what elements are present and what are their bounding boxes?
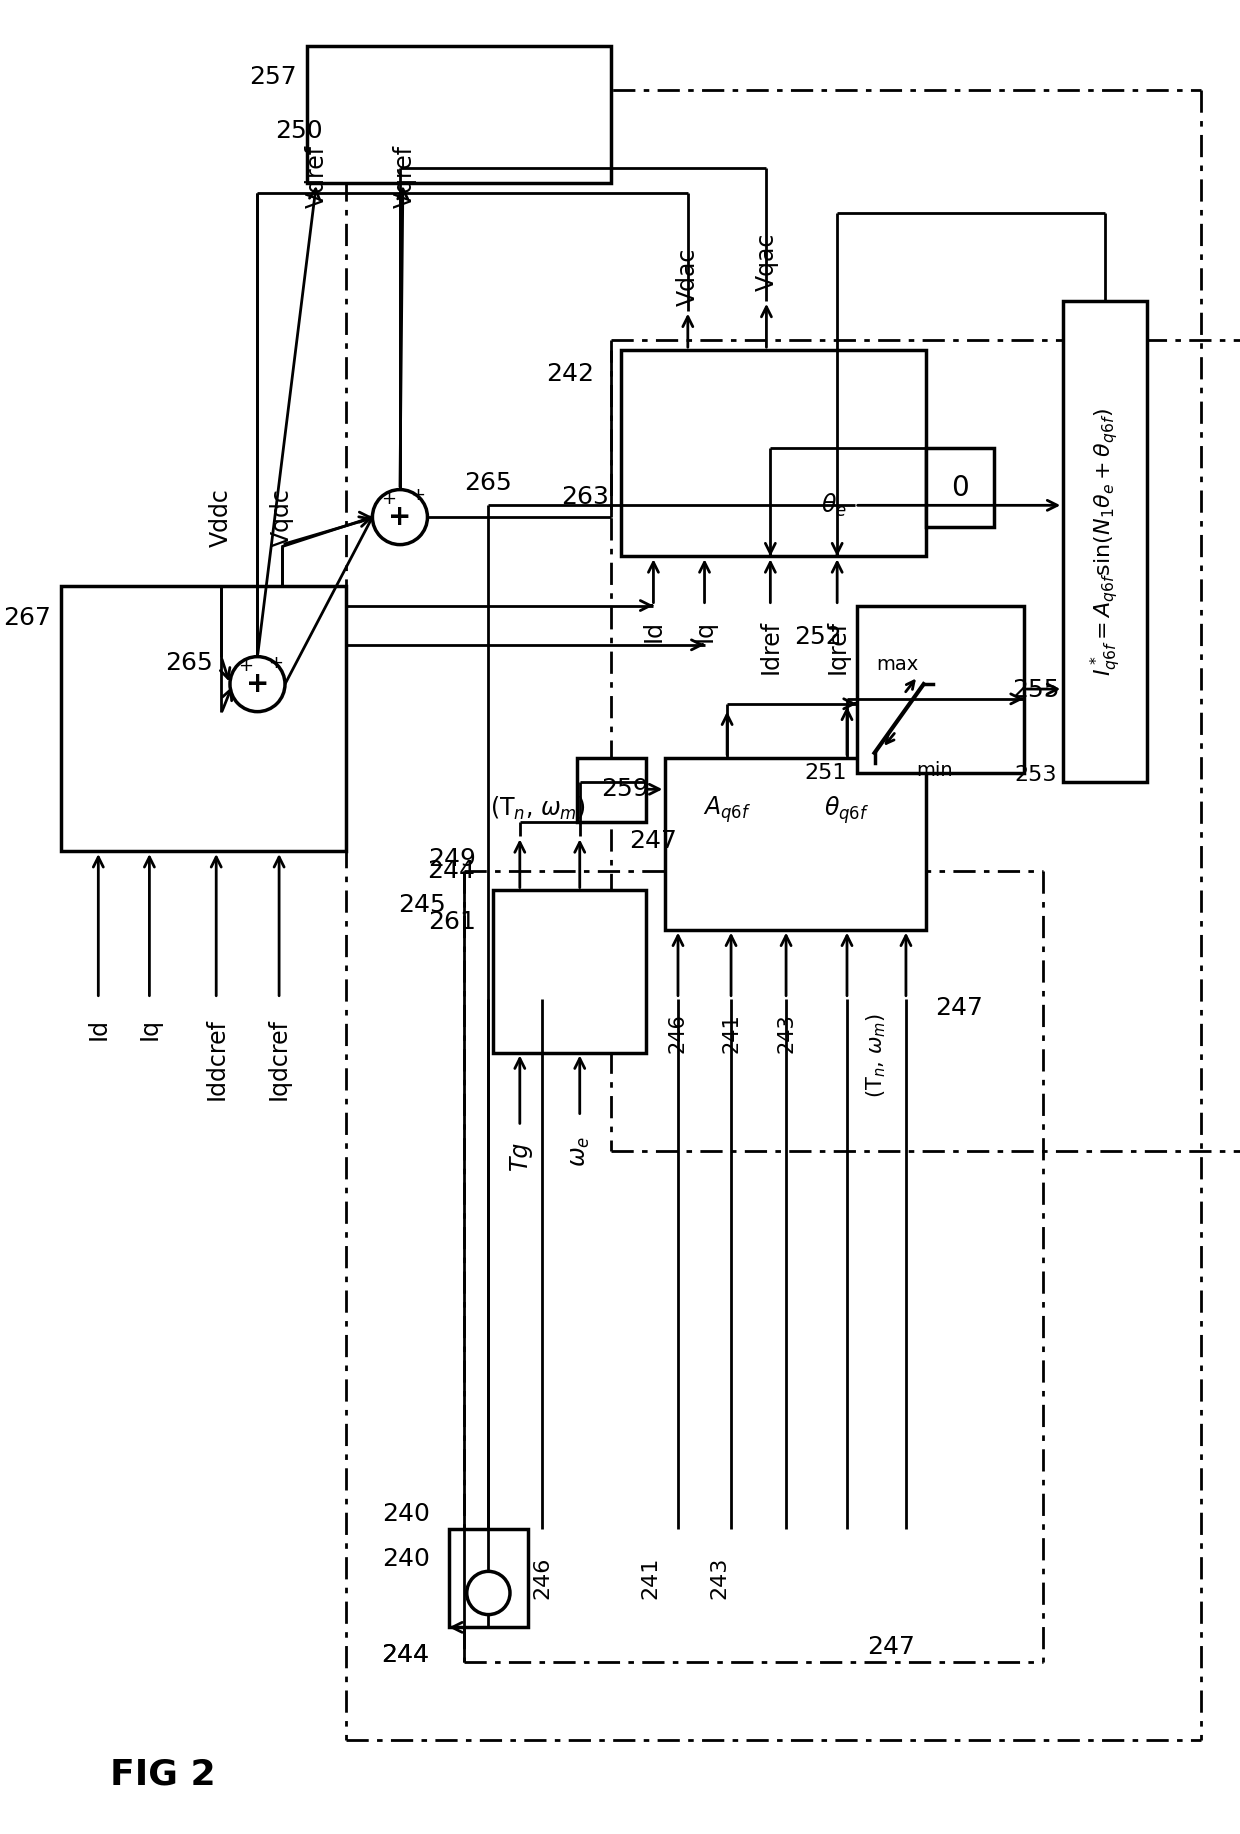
Text: $A_{q6f}$: $A_{q6f}$ (703, 794, 751, 825)
Text: 241: 241 (720, 1014, 742, 1053)
Text: 255: 255 (1012, 679, 1059, 702)
Text: Vdref: Vdref (305, 145, 329, 207)
Text: Id: Id (641, 620, 666, 642)
Text: 244: 244 (428, 858, 476, 882)
Circle shape (466, 1572, 510, 1614)
Text: 252: 252 (795, 625, 842, 649)
Text: +: + (388, 503, 412, 532)
Text: 257: 257 (249, 66, 296, 90)
Text: 250: 250 (275, 119, 322, 143)
Text: Vqref: Vqref (393, 145, 417, 207)
Text: +: + (238, 657, 253, 675)
Text: Vqdc: Vqdc (270, 488, 294, 547)
Text: 247: 247 (867, 1636, 915, 1660)
Text: Iqref: Iqref (825, 620, 849, 675)
Text: 240: 240 (382, 1546, 430, 1570)
Text: (T$_n$, $\omega_m$): (T$_n$, $\omega_m$) (864, 1014, 888, 1099)
Bar (494, 891, 646, 1053)
Bar (621, 350, 925, 556)
Text: 247: 247 (629, 829, 677, 853)
Text: max: max (877, 655, 919, 673)
Text: 0: 0 (951, 473, 968, 503)
Text: Iq: Iq (692, 620, 717, 642)
Text: +: + (410, 486, 425, 504)
Text: +: + (246, 669, 269, 699)
Text: Vddc: Vddc (210, 488, 233, 547)
Text: $\theta_{q6f}$: $\theta_{q6f}$ (825, 794, 869, 825)
Text: 244: 244 (382, 1643, 429, 1667)
Text: 251: 251 (805, 763, 847, 783)
Text: Iddcref: Iddcref (205, 1018, 228, 1100)
Bar (449, 1530, 528, 1627)
Bar (61, 585, 346, 851)
Text: 245: 245 (398, 893, 446, 917)
Text: Vdac: Vdac (676, 248, 699, 306)
Text: 265: 265 (165, 651, 213, 675)
Text: 253: 253 (1014, 765, 1056, 785)
Text: +: + (268, 653, 283, 671)
Bar (857, 605, 1024, 772)
Text: Vqac: Vqac (754, 233, 779, 292)
Text: Tg: Tg (508, 1141, 532, 1170)
Text: 261: 261 (428, 910, 476, 934)
Text: Iqdcref: Iqdcref (267, 1018, 291, 1100)
Text: Idref: Idref (759, 620, 782, 675)
Text: $\omega_e$: $\omega_e$ (568, 1135, 591, 1166)
Text: 242: 242 (547, 361, 594, 385)
Text: 243: 243 (776, 1014, 796, 1053)
Text: FIG 2: FIG 2 (110, 1757, 216, 1792)
Text: 243: 243 (709, 1557, 729, 1599)
Text: +: + (381, 490, 396, 508)
Text: min: min (916, 761, 952, 779)
Text: $\theta_e$: $\theta_e$ (821, 492, 847, 519)
Text: 244: 244 (382, 1643, 429, 1667)
Text: (T$_n$, $\omega_m$): (T$_n$, $\omega_m$) (490, 794, 585, 822)
Bar (577, 757, 646, 822)
Text: 246: 246 (532, 1557, 552, 1599)
Bar (1063, 301, 1147, 783)
Bar (665, 757, 925, 930)
Text: Iq: Iq (138, 1018, 161, 1040)
Circle shape (229, 657, 285, 712)
Text: 246: 246 (668, 1014, 688, 1053)
Bar (306, 46, 611, 183)
Text: 241: 241 (641, 1557, 661, 1599)
Text: 240: 240 (382, 1502, 430, 1526)
Text: 267: 267 (4, 605, 51, 629)
Text: 263: 263 (562, 486, 609, 510)
Text: 265: 265 (464, 471, 512, 495)
Bar (925, 447, 994, 526)
Circle shape (372, 490, 428, 545)
Text: Id: Id (87, 1018, 110, 1040)
Text: 247: 247 (935, 996, 983, 1020)
Text: 259: 259 (601, 778, 649, 801)
Text: $I^*_{q6f}=A_{q6f}\sin(N_1\theta_e+\theta_{q6f})$: $I^*_{q6f}=A_{q6f}\sin(N_1\theta_e+\thet… (1089, 407, 1122, 675)
Text: 249: 249 (428, 847, 476, 871)
